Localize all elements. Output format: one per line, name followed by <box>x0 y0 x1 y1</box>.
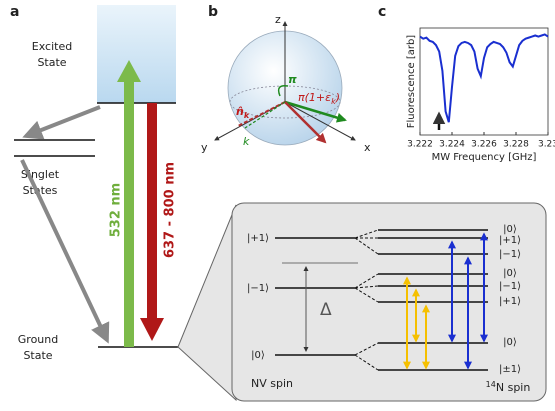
excited-label: Excited <box>32 40 72 53</box>
axis-label: y <box>201 141 208 154</box>
axis-vector-sub: k <box>244 111 250 120</box>
pulse-text: π(1+ε <box>298 91 331 104</box>
emission-arrow <box>147 103 157 320</box>
pi-label: π <box>288 73 297 86</box>
x-tick-label: 3.23 <box>538 140 555 150</box>
y-axis-label: Fluorescence [arb] <box>406 35 417 129</box>
nv-ket: |+1⟩ <box>247 233 269 244</box>
hf-ket: |0⟩ <box>503 224 517 235</box>
pump-arrow <box>124 80 134 347</box>
emission-label: 637 - 800 nm <box>163 162 178 258</box>
x-tick-label: 3.222 <box>407 140 433 150</box>
spin-text: N spin <box>496 381 530 394</box>
nv-ket: |0⟩ <box>251 350 265 361</box>
excited-label: State <box>37 56 66 69</box>
axis-label: z <box>275 13 281 26</box>
hf-ket: |+1⟩ <box>499 235 521 246</box>
nv-spin-label: NV spin <box>251 377 293 390</box>
excited-band <box>97 5 176 103</box>
k-label: k <box>243 135 250 148</box>
x-axis-label: MW Frequency [GHz] <box>432 152 537 163</box>
x-tick-label: 3.224 <box>439 140 465 150</box>
isotope: 14 <box>486 380 496 389</box>
splitting-label: Δ <box>320 300 332 320</box>
panel-label: b <box>208 4 218 20</box>
figure: a Excited State Singlet States Ground St… <box>0 0 555 411</box>
nv-ket: |−1⟩ <box>247 283 269 294</box>
hf-ket: |±1⟩ <box>499 364 521 375</box>
ground-label: Ground <box>18 333 58 346</box>
panel-label: a <box>10 4 19 20</box>
isc-arrow <box>26 107 100 136</box>
ground-label: State <box>23 349 52 362</box>
hf-ket: |−1⟩ <box>499 281 521 292</box>
pulse-text: ) <box>335 91 340 104</box>
emission-arrow-head <box>140 318 164 341</box>
hf-ket: |0⟩ <box>503 268 517 279</box>
hf-ket: |+1⟩ <box>499 296 521 307</box>
hf-ket: |−1⟩ <box>499 249 521 260</box>
x-tick-label: 3.228 <box>503 140 529 150</box>
panel-label: c <box>378 4 386 20</box>
x-tick-label: 3.226 <box>471 140 497 150</box>
decay-arrow <box>22 160 107 340</box>
axis-label: x <box>364 141 371 154</box>
spectrum-chart: 3.222 3.224 3.226 3.228 3.23MW Frequency [GH… <box>406 28 555 163</box>
hf-ket: |0⟩ <box>503 337 517 348</box>
callout <box>178 205 236 400</box>
pump-label: 532 nm <box>109 183 124 237</box>
axis-vector: n̂ <box>236 105 244 118</box>
